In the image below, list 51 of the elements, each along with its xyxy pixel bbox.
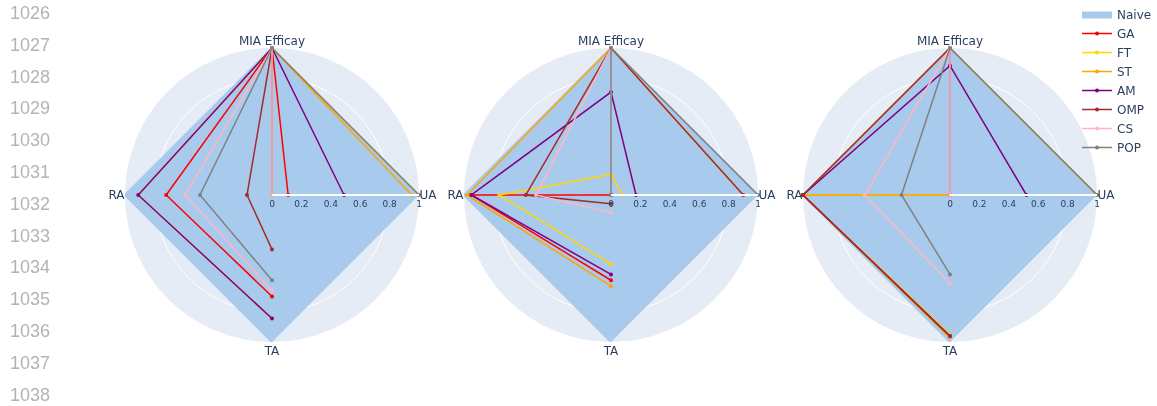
- spoke-label: TA: [263, 343, 281, 358]
- text: 1028: [10, 67, 51, 87]
- spoke-label: MIA Efficay: [238, 34, 306, 49]
- y-tick-label: 0.6: [1031, 198, 1046, 209]
- spoke-label: UA: [1097, 188, 1116, 203]
- y-tick-label: 0.6: [692, 198, 707, 209]
- text: 1033: [10, 226, 51, 246]
- spoke-label: UA: [758, 188, 777, 203]
- legend-label: CS: [1117, 122, 1133, 137]
- y-tick-label: 0: [608, 198, 615, 209]
- text: 1034: [10, 257, 51, 277]
- text: 1027: [10, 35, 51, 55]
- y-tick-label: 0: [947, 198, 954, 209]
- spoke-label: MIA Efficay: [916, 34, 984, 49]
- y-tick-label: 1: [416, 198, 422, 209]
- legend-label: ST: [1117, 65, 1133, 80]
- spoke-label: TA: [941, 343, 959, 358]
- legend-label: OMP: [1117, 103, 1145, 118]
- y-tick-label: 0: [269, 198, 276, 209]
- y-tick-label: 0.4: [323, 198, 339, 209]
- y-tick-label: 0.8: [382, 198, 398, 209]
- y-tick-label: 0.4: [1001, 198, 1017, 209]
- y-tick-label: 1: [1094, 198, 1100, 209]
- y-tick-label: 0.2: [972, 198, 987, 209]
- text: 1037: [10, 353, 51, 373]
- spoke-label: UA: [419, 188, 438, 203]
- text: 1035: [10, 289, 51, 309]
- legend-label: Naive: [1117, 8, 1152, 23]
- spoke-label: RA: [786, 188, 804, 203]
- text: 1032: [10, 194, 51, 214]
- spoke-label: RA: [447, 188, 465, 203]
- spoke-label: TA: [602, 343, 620, 358]
- text: 1036: [10, 321, 51, 341]
- text: 1029: [10, 98, 51, 118]
- legend-label: FT: [1117, 46, 1132, 61]
- y-tick-label: 0.2: [633, 198, 648, 209]
- text: 1031: [10, 162, 51, 182]
- legend-label: GA: [1117, 27, 1136, 42]
- y-tick-label: 0.8: [721, 198, 737, 209]
- spoke-label: MIA Efficay: [577, 34, 645, 49]
- legend-label: AM: [1117, 84, 1136, 99]
- y-tick-label: 0.4: [662, 198, 678, 209]
- text: 1038: [10, 385, 51, 405]
- text: 1030: [10, 130, 51, 150]
- y-tick-label: 0.2: [294, 198, 309, 209]
- y-tick-label: 0.8: [1060, 198, 1076, 209]
- spoke-label: RA: [108, 188, 126, 203]
- y-tick-label: 0.6: [353, 198, 368, 209]
- text: 1026: [10, 3, 51, 23]
- y-tick-label: 1: [755, 198, 761, 209]
- legend-label: POP: [1117, 141, 1141, 156]
